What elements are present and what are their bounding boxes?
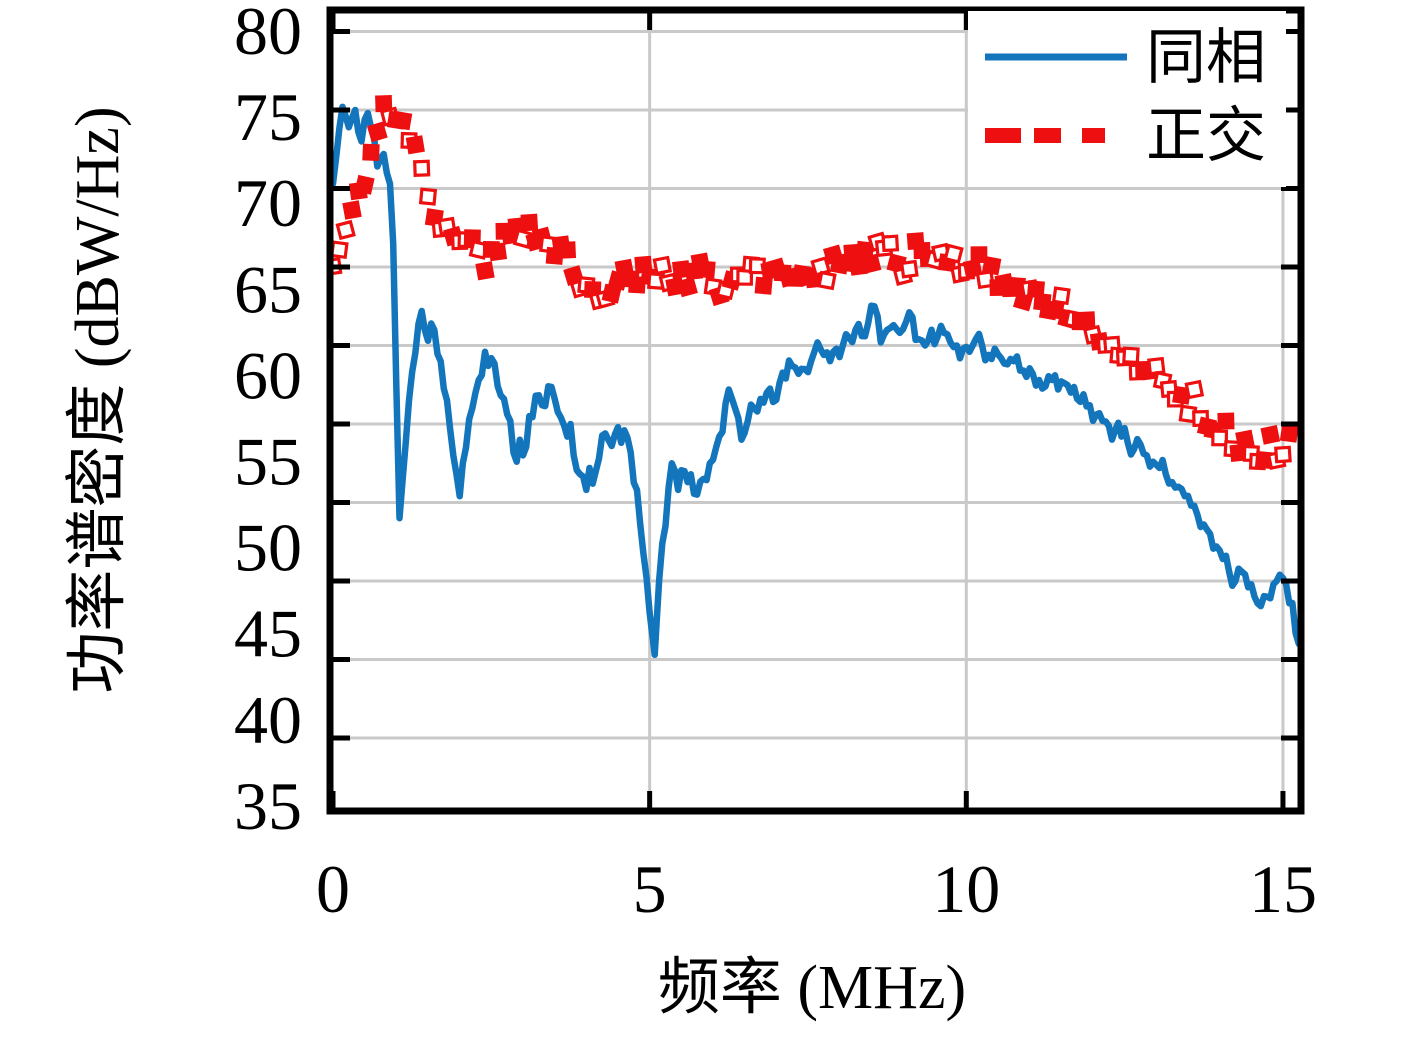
x-tick-label-5: 5 <box>633 851 667 927</box>
y-axis-label: 功率谱密度 (dBW/Hz) <box>64 106 132 693</box>
series-in-phase <box>333 103 1298 659</box>
series-layer <box>333 95 1298 659</box>
y-tick-label-35: 35 <box>234 768 302 844</box>
y-tick-label-50: 50 <box>234 510 302 586</box>
y-tick-label-45: 45 <box>234 596 302 672</box>
y-tick-label-80: 80 <box>234 0 302 69</box>
x-tick-label-0: 0 <box>316 851 350 927</box>
tick-label-layer: 35 40 45 50 55 60 65 70 75 80 0 5 10 15 <box>234 0 1317 927</box>
y-tick-label-75: 75 <box>234 79 302 155</box>
y-tick-label-60: 60 <box>234 337 302 413</box>
x-axis-label: 频率 (MHz) <box>658 954 966 1022</box>
legend-background <box>968 11 1286 187</box>
series-quadrature <box>333 95 1298 471</box>
x-tick-label-10: 10 <box>932 851 1000 927</box>
legend-label-quadrature: 正交 <box>1146 103 1266 169</box>
x-tick-label-15: 15 <box>1249 851 1317 927</box>
legend-dash-sample-quadrature <box>985 128 1105 143</box>
axes-layer <box>326 6 1305 815</box>
legend: 同相 正交 <box>968 11 1286 187</box>
y-tick-label-40: 40 <box>234 682 302 758</box>
y-tick-label-55: 55 <box>234 424 302 500</box>
y-tick-label-65: 65 <box>234 251 302 327</box>
y-tick-label-70: 70 <box>234 165 302 241</box>
legend-label-in-phase: 同相 <box>1146 25 1266 91</box>
